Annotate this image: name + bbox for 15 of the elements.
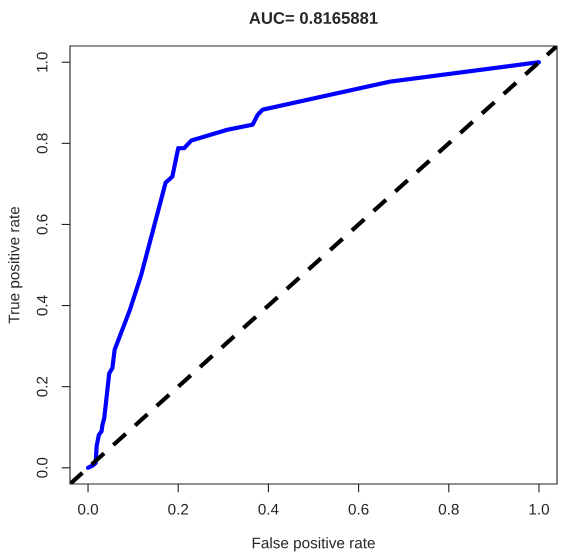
x-tick-label: 0.8 (438, 504, 459, 515)
y-tick-label: 1.0 (36, 52, 48, 72)
chart-title: AUC= 0.8165881 (249, 12, 378, 24)
x-tick-label: 1.0 (530, 504, 549, 515)
y-tick-label: 0.2 (36, 376, 48, 397)
y-tick-label: 0.0 (36, 458, 48, 478)
x-tick-label: 0.0 (78, 504, 98, 515)
y-tick-label: 0.4 (36, 295, 48, 316)
x-tick-label: 0.4 (258, 504, 279, 515)
y-tick-label: 0.6 (36, 214, 48, 234)
y-tick-label: 0.8 (36, 133, 48, 154)
x-tick-label: 0.2 (168, 504, 188, 515)
y-axis-title: True positive rate (8, 206, 22, 324)
x-axis-title: False positive rate (252, 537, 375, 552)
x-tick-label: 0.6 (348, 504, 369, 515)
